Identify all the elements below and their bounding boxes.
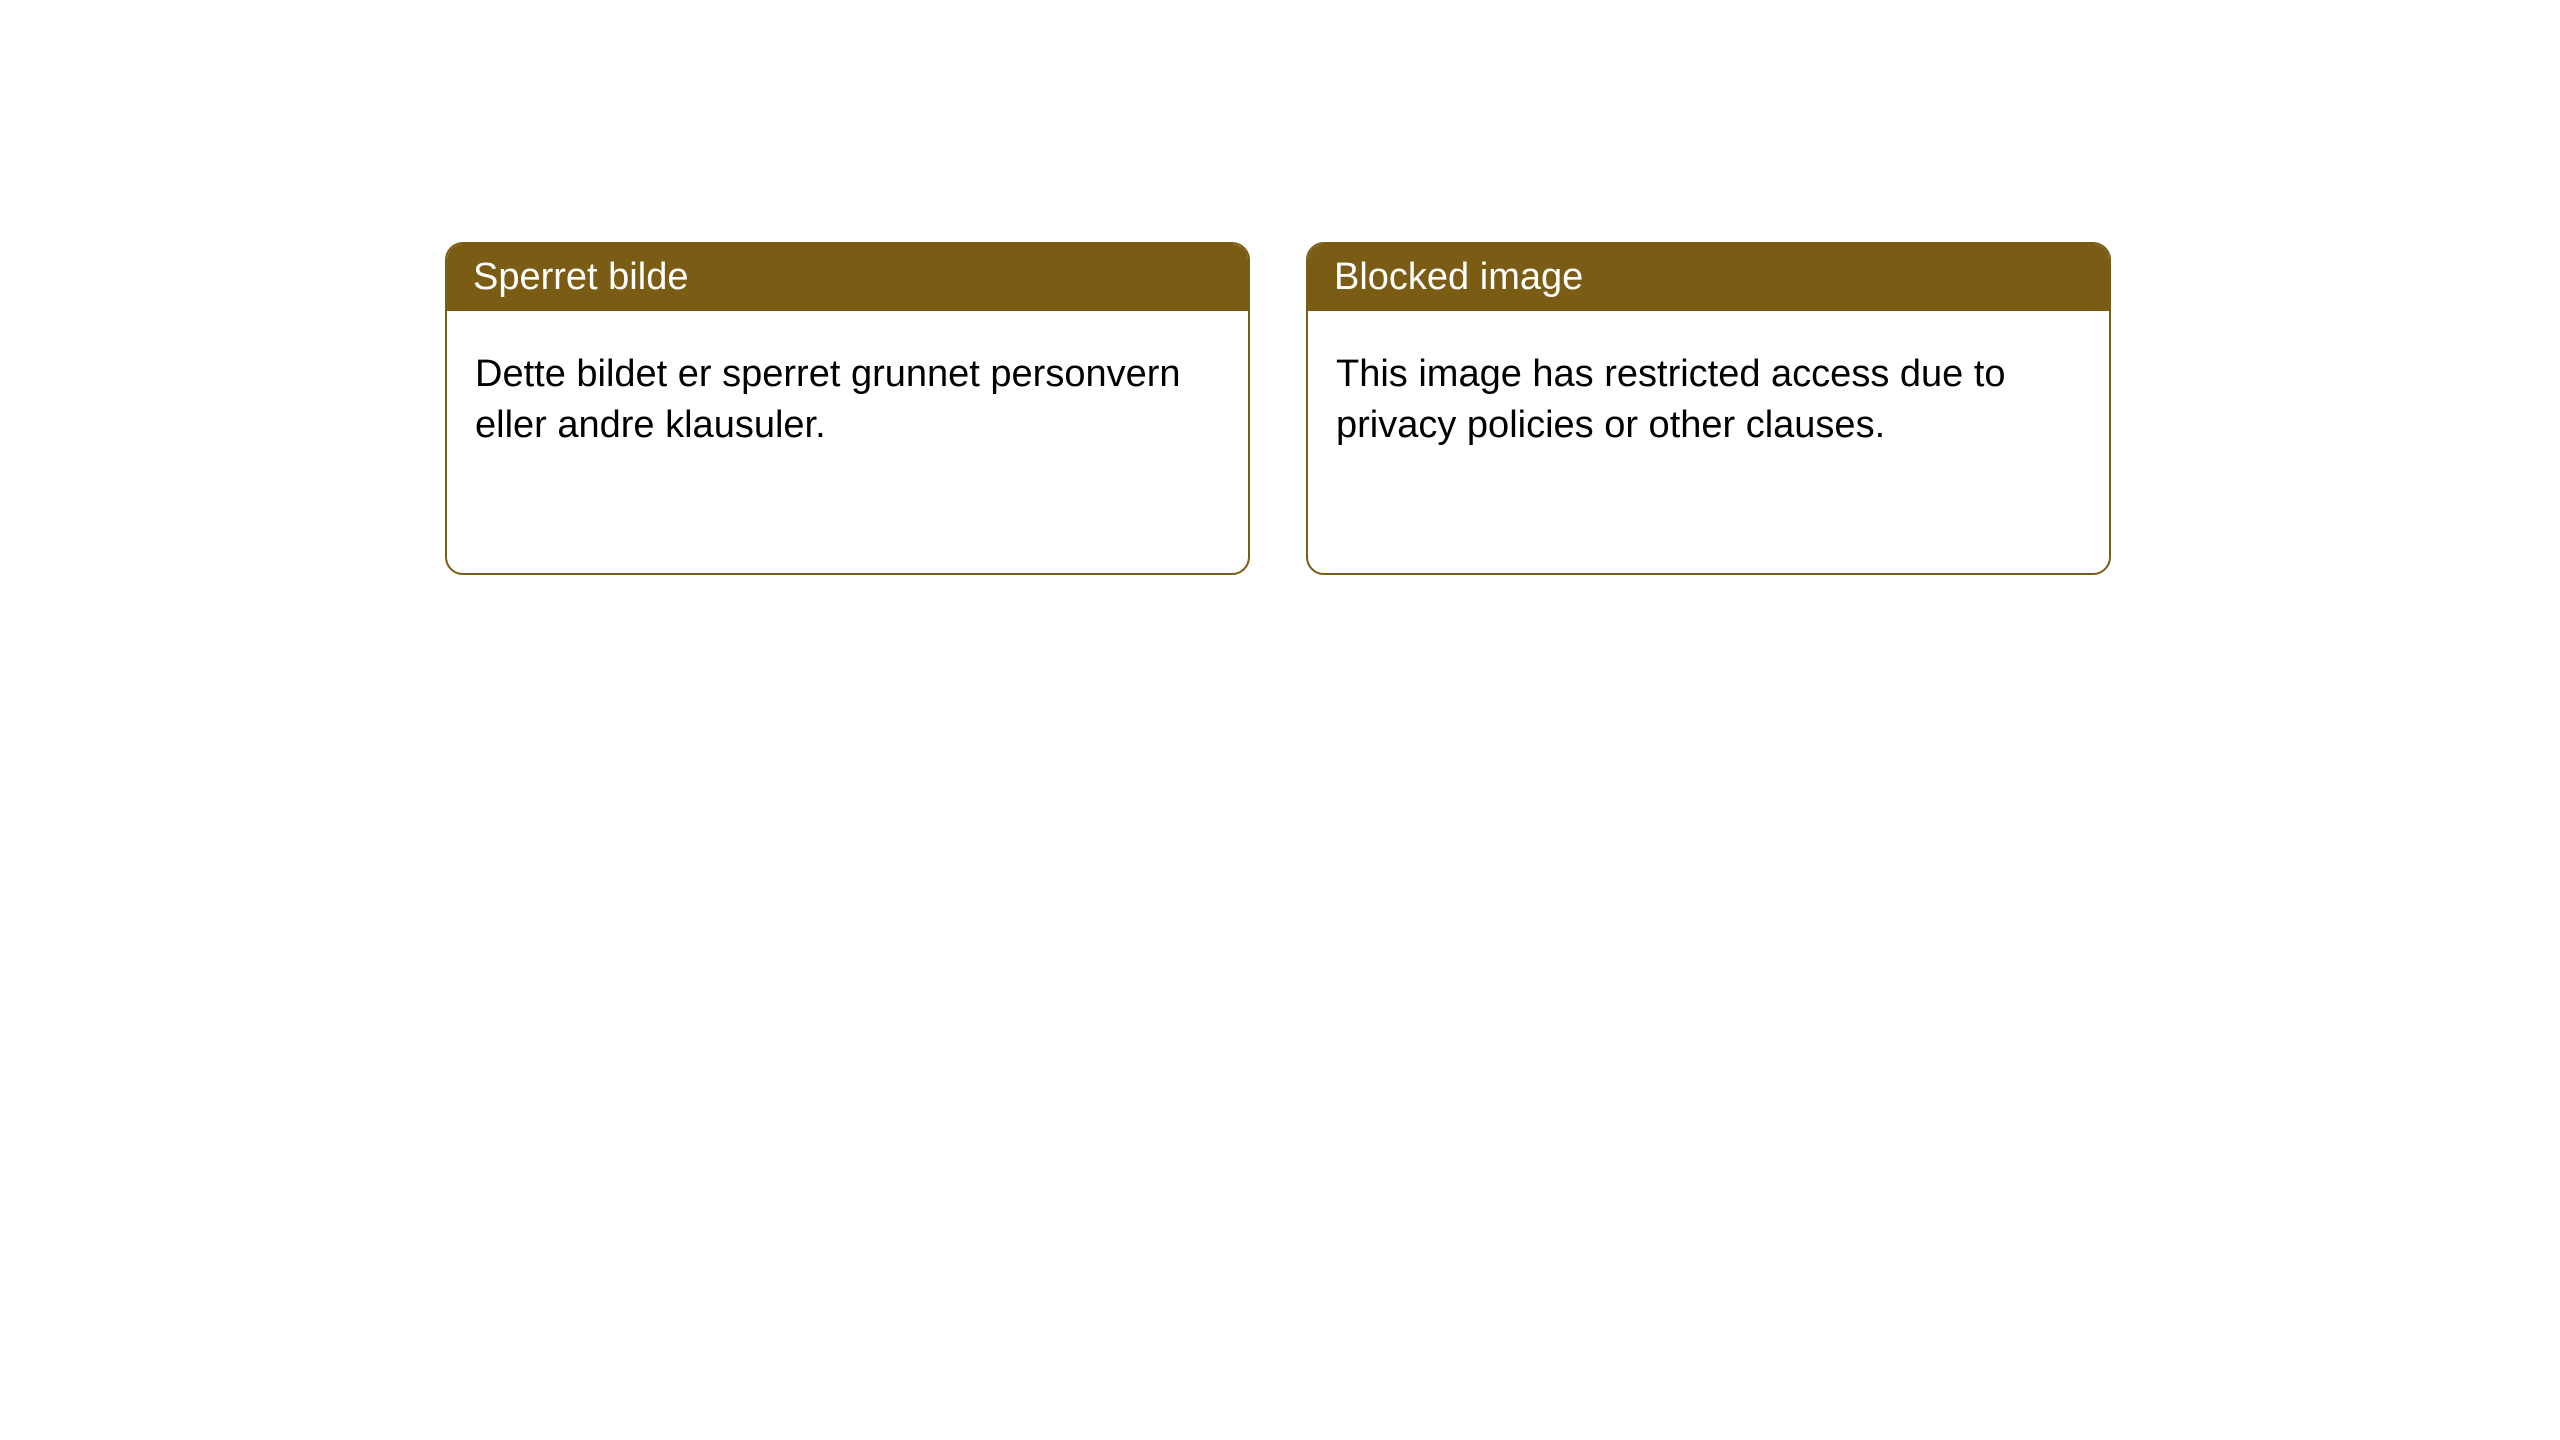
panels-container: Sperret bilde Dette bildet er sperret gr…	[0, 0, 2560, 575]
panel-body-english: This image has restricted access due to …	[1308, 311, 2109, 489]
panel-body-norwegian: Dette bildet er sperret grunnet personve…	[447, 311, 1248, 489]
panel-norwegian: Sperret bilde Dette bildet er sperret gr…	[445, 242, 1250, 575]
panel-header-norwegian: Sperret bilde	[447, 244, 1248, 311]
panel-english: Blocked image This image has restricted …	[1306, 242, 2111, 575]
panel-header-english: Blocked image	[1308, 244, 2109, 311]
